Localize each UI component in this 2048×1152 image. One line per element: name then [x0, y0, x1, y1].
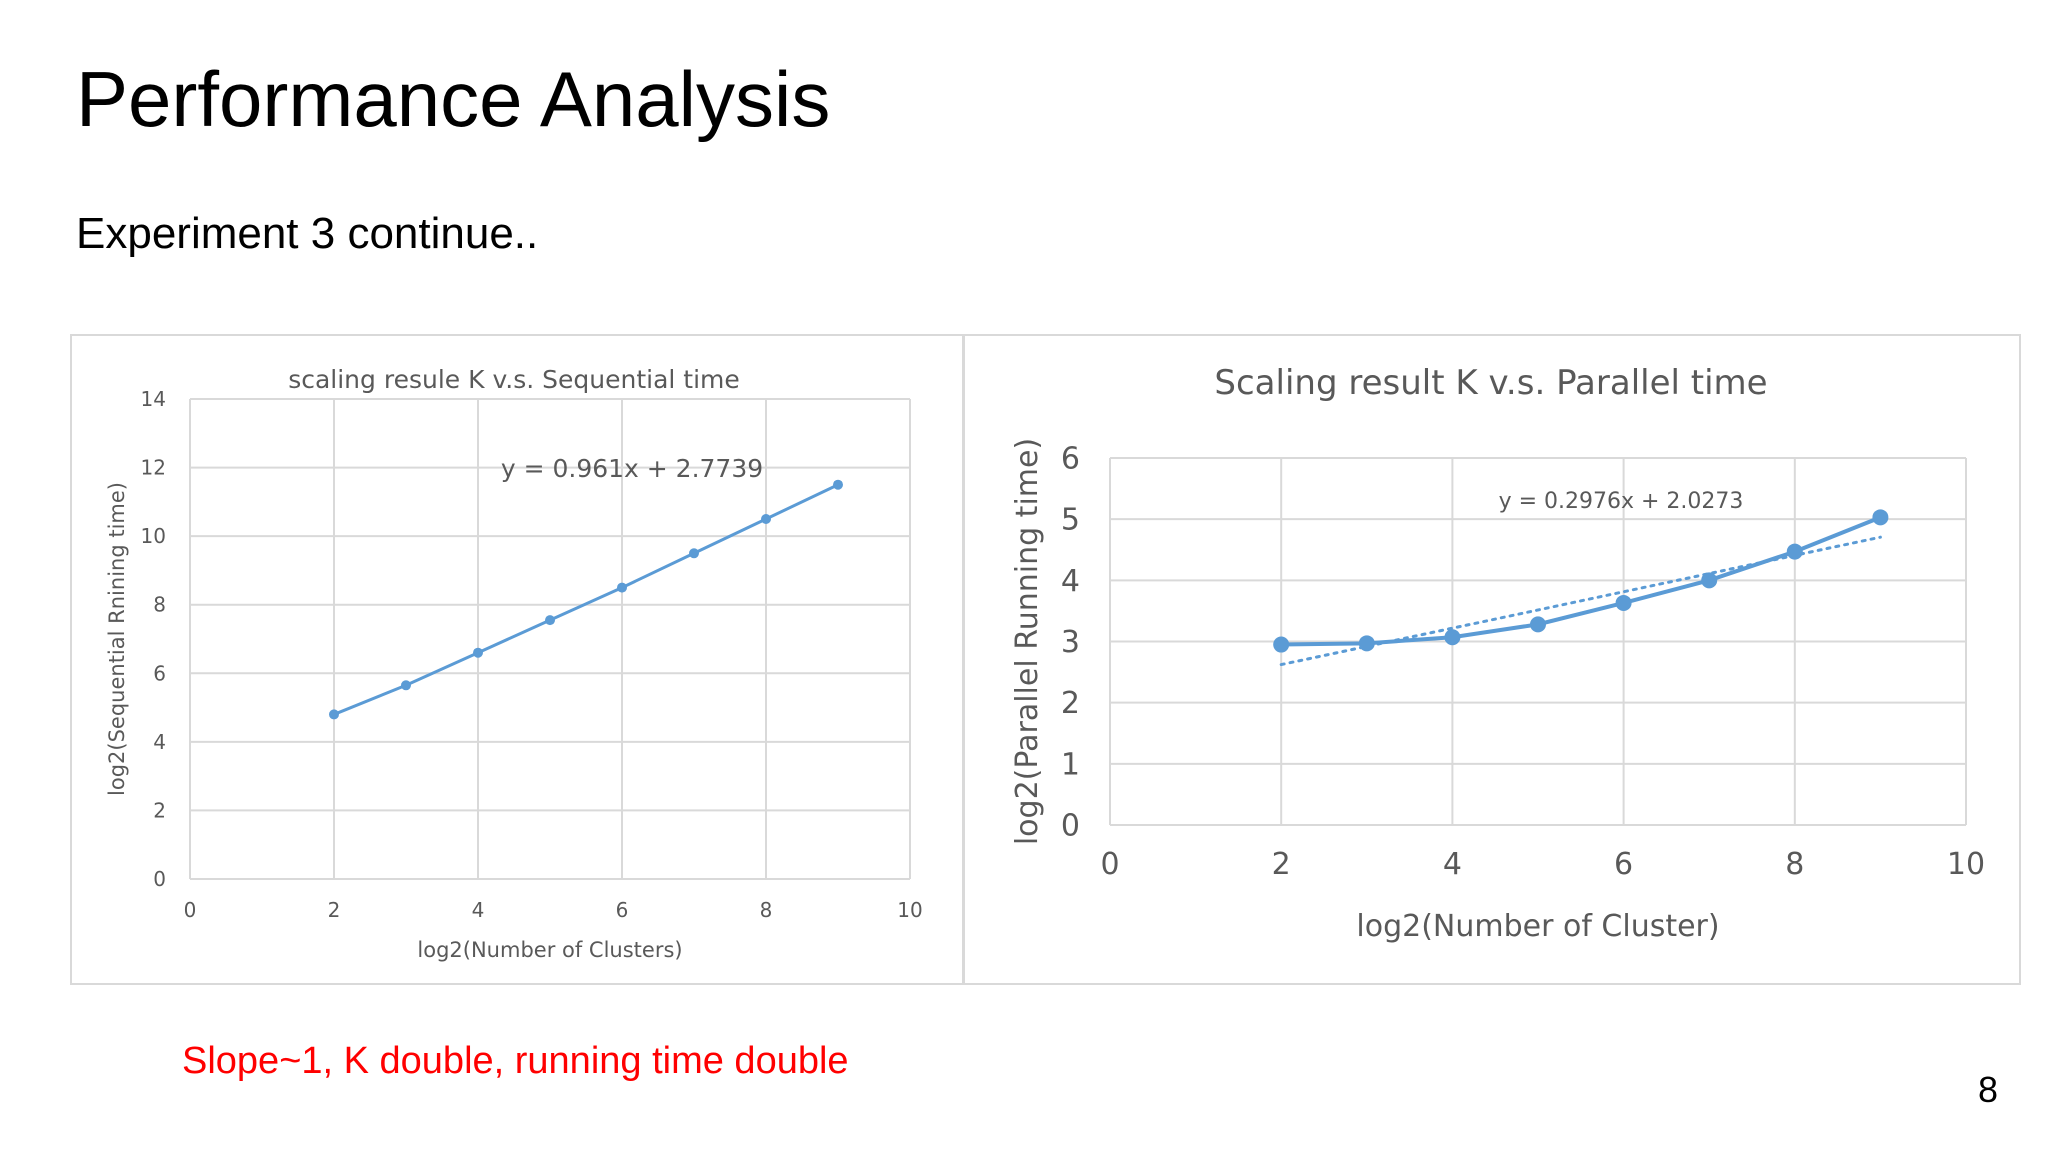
- data-point: [689, 548, 699, 559]
- x-tick-label: 10: [897, 898, 922, 922]
- x-axis-label: log2(Number of Clusters): [417, 938, 682, 962]
- x-tick-label: 2: [1272, 847, 1291, 882]
- slide-title: Performance Analysis: [76, 55, 831, 143]
- data-point: [833, 479, 843, 490]
- y-tick-label: 1: [1061, 747, 1080, 782]
- y-tick-label: 0: [153, 867, 166, 891]
- y-tick-label: 8: [153, 593, 166, 617]
- x-tick-label: 2: [328, 898, 341, 922]
- y-tick-label: 4: [1061, 564, 1080, 599]
- x-tick-label: 4: [472, 898, 485, 922]
- data-point: [1444, 629, 1461, 646]
- chart-title: scaling resule K v.s. Sequential time: [288, 365, 740, 394]
- y-axis-label: log2(Parallel Running time): [1010, 438, 1045, 845]
- y-tick-label: 14: [141, 387, 166, 411]
- data-point: [617, 582, 627, 593]
- data-point: [1701, 572, 1718, 589]
- sequential-chart-svg: 0 2 4 6 8 10 12 14 0 2 4 6 8 10 scaling resule K v.s. …: [105, 365, 923, 962]
- data-point: [401, 680, 411, 691]
- data-point: [473, 647, 483, 658]
- y-tick-label: 6: [153, 661, 166, 685]
- data-point: [761, 514, 771, 524]
- series-line: [333, 483, 839, 716]
- y-tick-label: 2: [1061, 686, 1080, 721]
- y-tick-label: 0: [1061, 809, 1080, 844]
- data-point: [545, 615, 555, 626]
- y-tick-label: 12: [141, 456, 166, 480]
- x-tick-label: 0: [184, 898, 197, 922]
- data-point: [1615, 594, 1632, 611]
- x-tick-label: 0: [1100, 847, 1119, 882]
- x-tick-label: 6: [616, 898, 629, 922]
- page-number: 8: [1977, 1069, 1998, 1110]
- y-tick-label: 5: [1061, 503, 1080, 538]
- parallel-time-chart: 0 1 2 3 4 5 6 0 2 4 6 8 10 Scaling result K v.s. Para…: [963, 334, 2021, 985]
- data-point: [1872, 509, 1889, 526]
- x-tick-label: 10: [1947, 847, 1985, 882]
- slide-subtitle: Experiment 3 continue..: [76, 209, 539, 258]
- data-point: [1273, 636, 1290, 653]
- x-tick-label: 6: [1614, 847, 1633, 882]
- y-tick-label: 6: [1061, 442, 1080, 477]
- sequential-time-chart: 0 2 4 6 8 10 12 14 0 2 4 6 8 10 scaling resule K v.s. …: [70, 334, 964, 985]
- y-tick-label: 4: [153, 730, 166, 754]
- trendline-equation: y = 0.2976x + 2.0273: [1499, 489, 1744, 514]
- series-line: [1281, 515, 1882, 647]
- y-tick-label: 3: [1061, 625, 1080, 660]
- parallel-chart-svg: 0 1 2 3 4 5 6 0 2 4 6 8 10 Scaling result K v.s. Para…: [1010, 363, 1985, 944]
- x-tick-label: 8: [1785, 847, 1804, 882]
- trendline-equation: y = 0.961x + 2.7739: [501, 454, 763, 483]
- y-axis-label: log2(Sequential Rnining time): [105, 482, 129, 796]
- data-point: [329, 709, 339, 720]
- data-point: [1786, 543, 1803, 560]
- x-axis-label: log2(Number of Cluster): [1356, 909, 1719, 944]
- data-point: [1530, 616, 1546, 633]
- conclusion-note: Slope~1, K double, running time double: [182, 1040, 849, 1082]
- y-tick-label: 2: [153, 798, 166, 822]
- x-tick-label: 4: [1443, 847, 1462, 882]
- chart-title: Scaling result K v.s. Parallel time: [1214, 363, 1767, 403]
- x-tick-label: 8: [760, 898, 773, 922]
- y-tick-label: 10: [141, 524, 166, 548]
- data-point: [1358, 635, 1375, 652]
